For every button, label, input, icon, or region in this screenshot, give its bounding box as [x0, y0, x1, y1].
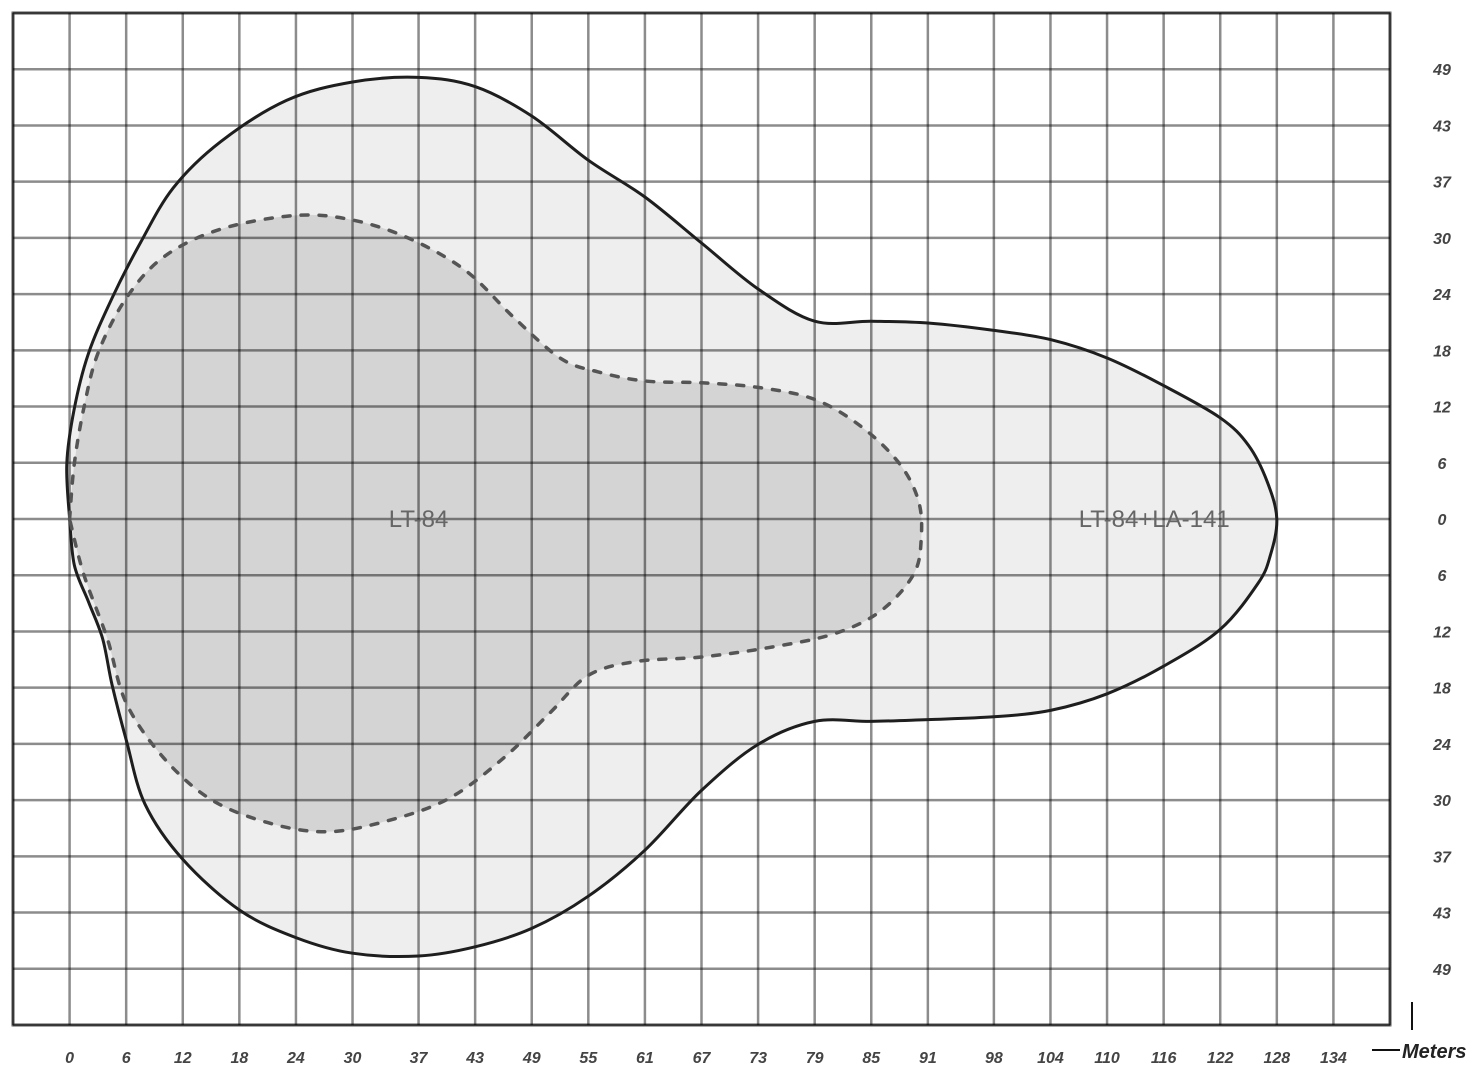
x-tick-label: 18: [230, 1050, 248, 1067]
y-tick-label: 12: [1433, 400, 1451, 417]
x-tick-label: 12: [174, 1050, 192, 1067]
y-tick-label: 18: [1433, 681, 1451, 698]
region-outline-lt-84: [67, 213, 924, 834]
region-label: LT-84: [389, 506, 449, 533]
y-tick-label: 30: [1433, 231, 1451, 248]
x-tick-label: 98: [985, 1050, 1003, 1067]
y-tick-label: 24: [1432, 737, 1451, 754]
x-tick-label: 134: [1320, 1050, 1347, 1067]
x-tick-label: 122: [1207, 1050, 1234, 1067]
x-axis-ticks: 0 6 12 18 24 30 37 43 49 55 61 67 73 79 85 91 98 104 110 11…: [65, 1050, 1347, 1067]
y-tick-label: 43: [1432, 906, 1451, 923]
y-tick-label: 6: [1438, 456, 1447, 473]
region-outline-lt-84-la-141: [65, 75, 1279, 958]
x-tick-label: 104: [1037, 1050, 1064, 1067]
y-tick-label: 0: [1438, 512, 1447, 529]
region-fill-lt-84: [69, 214, 922, 832]
x-tick-label: 6: [122, 1050, 131, 1067]
x-tick-label: 73: [749, 1050, 767, 1067]
y-tick-label: 24: [1432, 287, 1451, 304]
y-tick-label: 18: [1433, 343, 1451, 360]
region-labels: LT-84+LA-141 LT-84: [389, 506, 1230, 533]
x-tick-label: 110: [1094, 1050, 1120, 1067]
x-tick-label: 85: [862, 1050, 881, 1067]
plot-border: [11, 11, 1392, 1027]
unit-marker: Meters: [1372, 1002, 1466, 1063]
unit-label: Meters: [1402, 1041, 1466, 1063]
x-tick-label: 30: [344, 1050, 362, 1067]
x-tick-label: 79: [806, 1050, 824, 1067]
x-tick-label: 61: [636, 1050, 654, 1067]
x-tick-label: 91: [919, 1050, 937, 1067]
y-tick-label: 49: [1432, 962, 1451, 979]
x-tick-label: 0: [65, 1050, 74, 1067]
y-tick-label: 37: [1433, 175, 1452, 192]
y-tick-label: 43: [1432, 118, 1451, 135]
x-tick-label: 24: [286, 1050, 305, 1067]
x-tick-label: 128: [1263, 1050, 1290, 1067]
region-outlines: [65, 75, 1279, 958]
y-tick-label: 37: [1433, 849, 1452, 866]
x-tick-label: 37: [410, 1050, 429, 1067]
x-tick-label: 67: [693, 1050, 712, 1067]
y-tick-label: 12: [1433, 624, 1451, 641]
y-axis-ticks: 49 43 37 30 24 18 12 6 0 6 12 18 24 30 37 43 49: [1432, 62, 1452, 979]
x-tick-label: 55: [579, 1050, 598, 1067]
x-tick-label: 49: [522, 1050, 541, 1067]
y-tick-label: 30: [1433, 793, 1451, 810]
x-tick-label: 116: [1151, 1050, 1177, 1067]
region-fills: [66, 77, 1277, 957]
y-tick-label: 6: [1438, 568, 1447, 585]
region-label: LT-84+LA-141: [1079, 506, 1230, 533]
x-tick-label: 43: [465, 1050, 484, 1067]
y-tick-label: 49: [1432, 62, 1451, 79]
